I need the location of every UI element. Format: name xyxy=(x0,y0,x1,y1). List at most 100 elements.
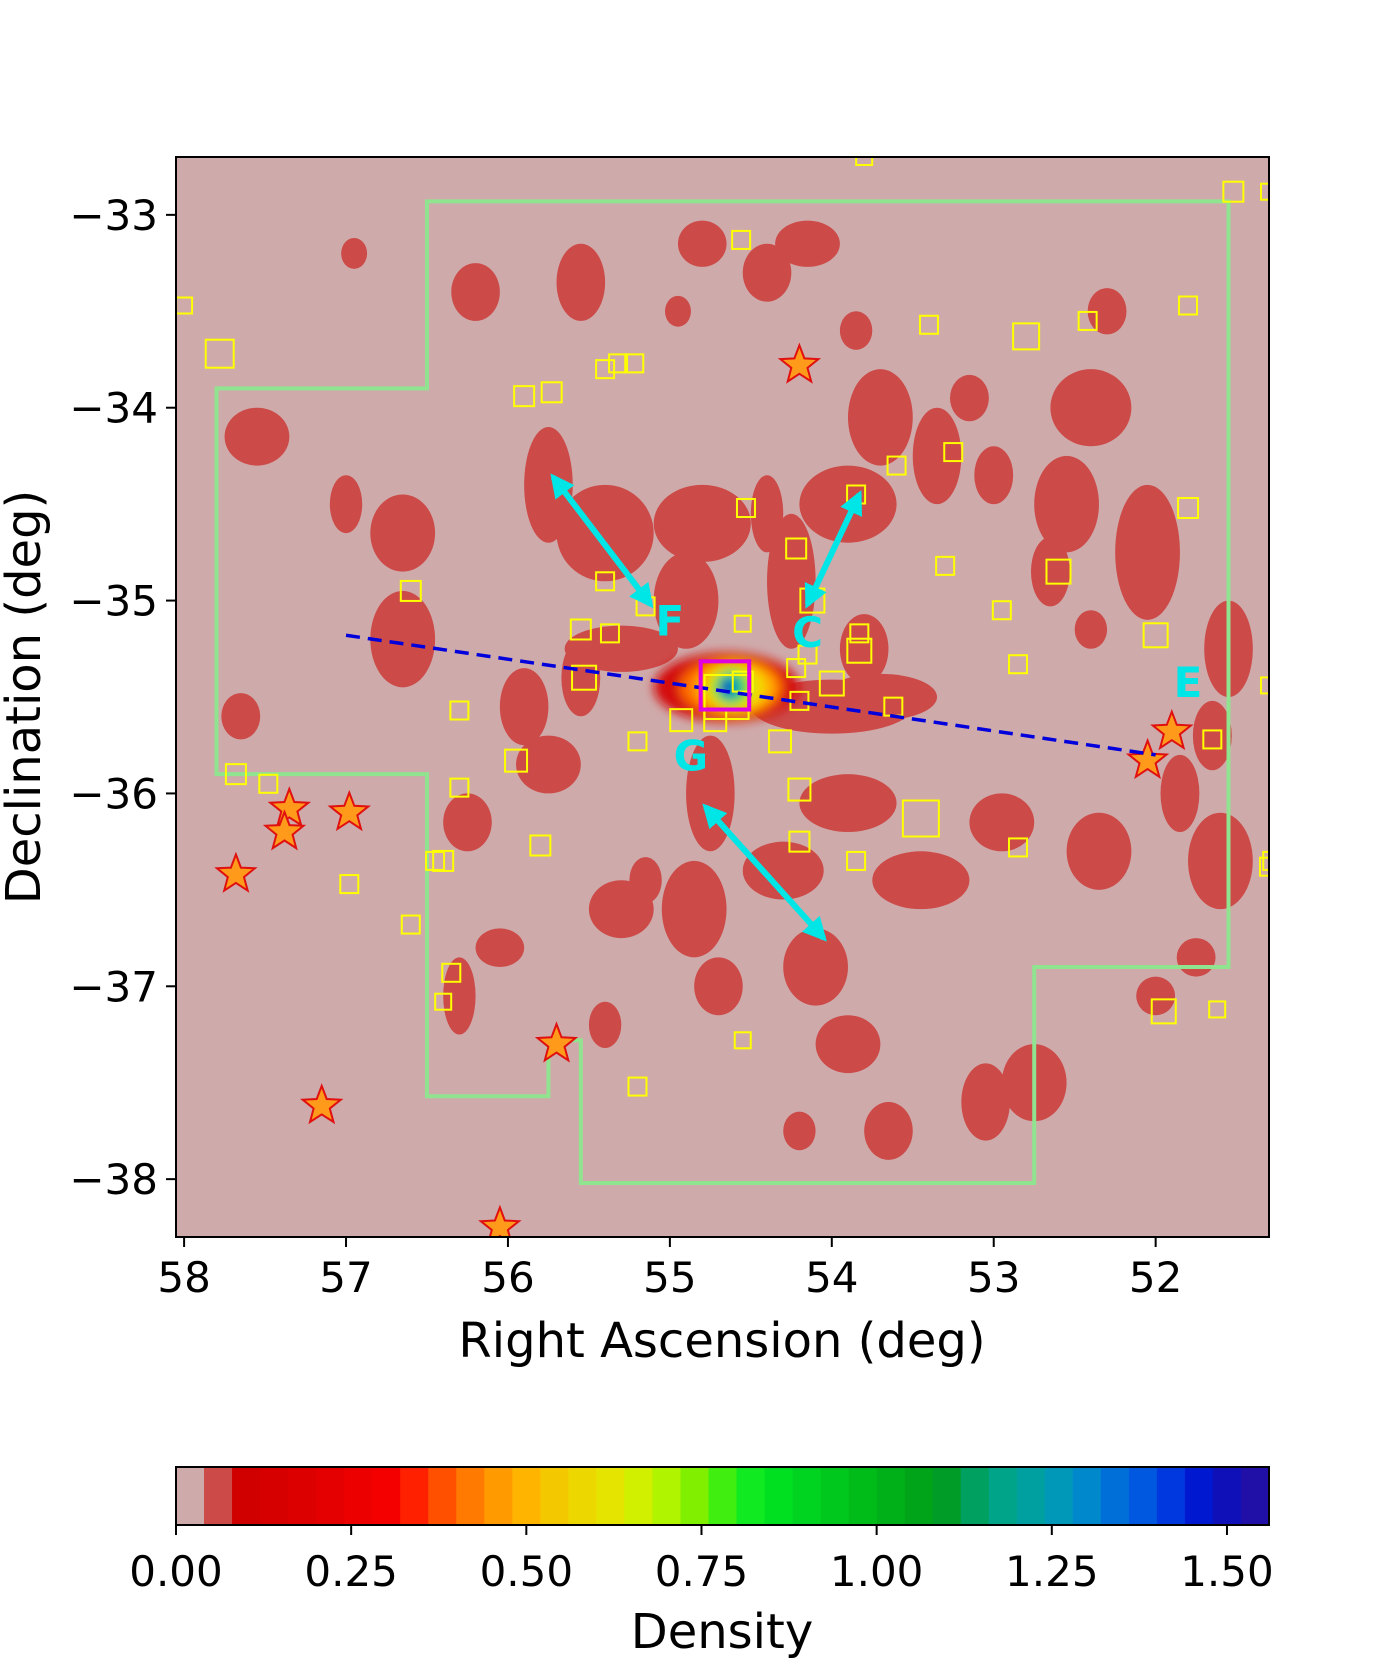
colorbar-panel: 0.00 0.25 0.50 0.75 1.00 1.25 1.50 Density xyxy=(129,1466,1274,1660)
x-tick-label: 57 xyxy=(319,1253,372,1302)
colorbar-cell-31 xyxy=(1044,1467,1074,1525)
density-blob-43 xyxy=(224,407,290,466)
density-blob-29 xyxy=(661,860,727,958)
x-axis-label: Right Ascension (deg) xyxy=(458,1313,985,1369)
square-marker-51 xyxy=(1262,850,1269,871)
density-blob-62 xyxy=(341,238,368,269)
density-blob-51 xyxy=(588,1001,622,1048)
square-marker-60 xyxy=(339,874,360,895)
colorbar-cell-9 xyxy=(428,1467,457,1525)
density-blob-4 xyxy=(564,625,678,672)
square-marker-47 xyxy=(846,850,867,871)
x-tick-label: 55 xyxy=(643,1253,696,1302)
map-frame xyxy=(175,156,1270,1238)
square-marker-8 xyxy=(1012,322,1041,351)
y-tick-label: −34 xyxy=(69,384,158,433)
colorbar-cell-13 xyxy=(540,1467,569,1525)
colorbar-cell-4 xyxy=(288,1467,317,1525)
square-marker-48 xyxy=(901,799,940,838)
density-blob-2 xyxy=(1192,700,1232,771)
density-blob-21 xyxy=(1160,754,1200,833)
density-blob-40 xyxy=(556,243,606,321)
square-marker-38 xyxy=(797,644,818,665)
density-blob-23 xyxy=(1066,812,1132,890)
square-marker-34 xyxy=(571,664,598,691)
density-map-panel: F C G E 58 57 56 55 54 53 52 −33 −34 −35 −36 −37 −38 R… xyxy=(0,156,1270,1369)
central-magenta-box xyxy=(698,659,752,712)
density-blob-61 xyxy=(665,295,691,327)
y-axis-label: Declination (deg) xyxy=(0,490,52,905)
square-marker-52 xyxy=(449,700,470,721)
density-blob-12 xyxy=(750,475,784,553)
colorbar-cell-29 xyxy=(988,1467,1018,1525)
colorbar-frame xyxy=(175,1466,1270,1526)
square-marker-63 xyxy=(434,992,453,1011)
square-marker-13 xyxy=(1260,182,1269,201)
density-blob-22 xyxy=(1188,812,1253,910)
region-label-c: C xyxy=(792,608,823,657)
square-marker-56 xyxy=(425,850,446,871)
colorbar-cell-24 xyxy=(848,1467,878,1525)
square-marker-39 xyxy=(818,670,845,697)
star-marker-9 xyxy=(478,1204,522,1237)
colorbar-cell-19 xyxy=(708,1467,738,1525)
colorbar-cell-3 xyxy=(260,1467,289,1525)
colorbar-cell-23 xyxy=(820,1467,850,1525)
square-marker-62 xyxy=(441,962,462,983)
map-content: F C G E xyxy=(176,157,1269,1237)
x-tick-label: 56 xyxy=(481,1253,534,1302)
colorbar-cell-38 xyxy=(1240,1467,1270,1525)
square-marker-41 xyxy=(846,637,873,664)
star-marker-2 xyxy=(1125,737,1170,780)
density-blob-44 xyxy=(329,475,363,534)
colorbar-cell-32 xyxy=(1072,1467,1102,1525)
density-blob-56 xyxy=(221,693,261,740)
square-marker-61 xyxy=(400,914,421,935)
square-marker-59 xyxy=(258,773,279,794)
star-markers xyxy=(214,342,1194,1237)
square-marker-20 xyxy=(991,600,1012,621)
colorbar-cell-18 xyxy=(680,1467,710,1525)
colorbar-cell-1 xyxy=(204,1467,233,1525)
colorbar-cell-0 xyxy=(176,1467,205,1525)
density-blob-18 xyxy=(1050,369,1132,447)
square-marker-53 xyxy=(504,748,529,773)
density-blob-47 xyxy=(516,735,581,794)
colorbar-tick-label: 0.50 xyxy=(480,1547,574,1596)
star-marker-6 xyxy=(214,851,258,893)
square-marker-33 xyxy=(599,623,620,644)
y-tick-label: −33 xyxy=(69,191,158,240)
square-marker-67 xyxy=(1208,1000,1227,1019)
density-blob-1 xyxy=(1030,536,1070,607)
density-blob-55 xyxy=(783,1111,816,1151)
region-label-f: F xyxy=(656,596,685,645)
star-marker-0 xyxy=(777,342,822,384)
density-blob-25 xyxy=(872,851,970,910)
density-blob-19 xyxy=(1115,484,1180,620)
square-marker-22 xyxy=(1045,558,1072,585)
star-marker-1 xyxy=(1150,708,1194,751)
star-marker-3 xyxy=(267,786,312,828)
density-blob-10 xyxy=(653,552,719,649)
square-marker-37 xyxy=(786,658,807,679)
square-marker-49 xyxy=(1008,837,1029,858)
square-marker-1 xyxy=(513,385,536,408)
colorbar-cell-35 xyxy=(1156,1467,1186,1525)
density-blob-59 xyxy=(1176,938,1216,977)
y-axis-ticks: −33 −34 −35 −36 −37 −38 xyxy=(69,191,176,1204)
square-marker-10 xyxy=(1178,295,1199,316)
density-blob-14 xyxy=(847,369,913,466)
square-marker-18 xyxy=(1177,497,1200,519)
square-marker-23 xyxy=(1142,622,1169,649)
colorbar-cell-7 xyxy=(372,1467,401,1525)
region-label-e: E xyxy=(1174,658,1203,707)
density-blob-24 xyxy=(969,793,1035,852)
square-marker-6 xyxy=(731,229,752,250)
square-marker-19 xyxy=(935,555,956,576)
double-arrow-1 xyxy=(804,490,863,609)
square-marker-54 xyxy=(449,777,470,798)
square-marker-32 xyxy=(569,618,592,641)
colorbar-tick-label: 0.25 xyxy=(304,1547,398,1596)
colorbar-cell-11 xyxy=(484,1467,513,1525)
